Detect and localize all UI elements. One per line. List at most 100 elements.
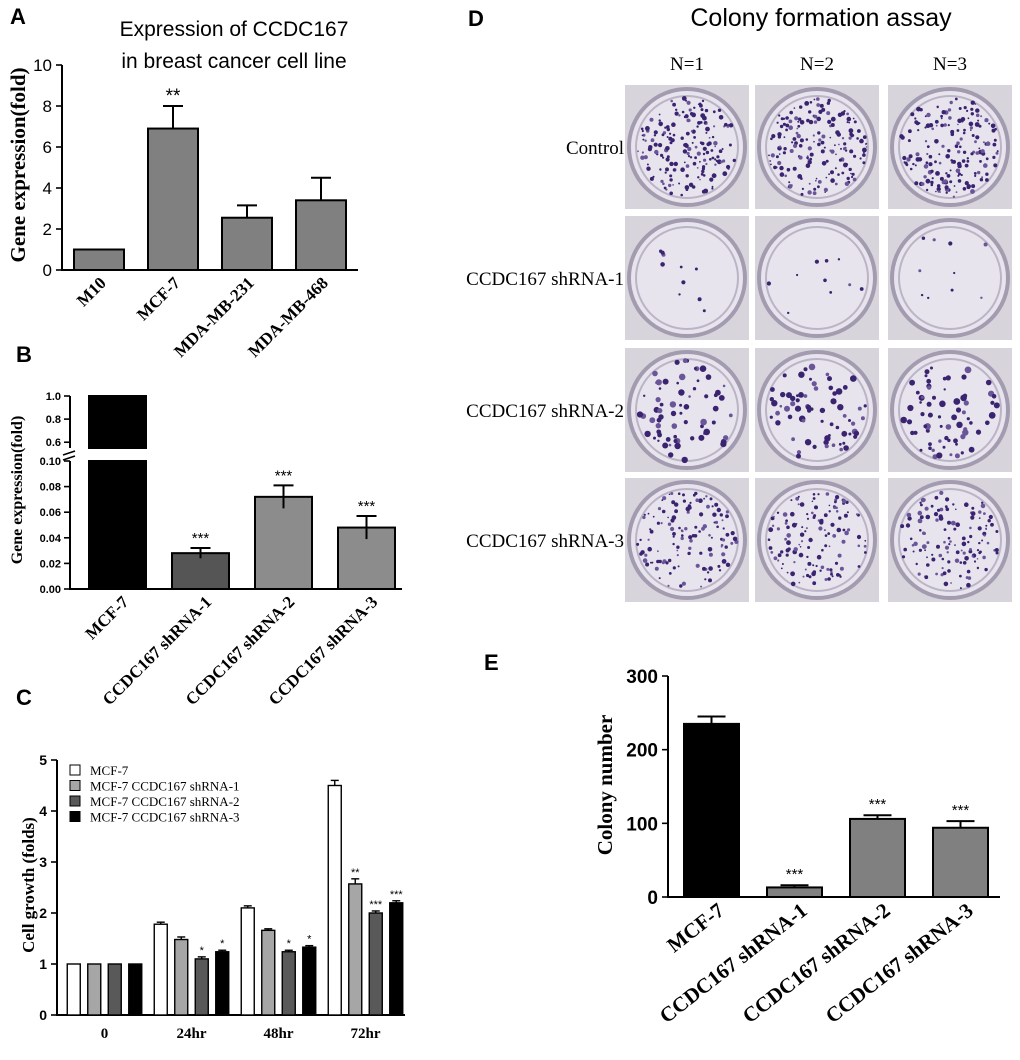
colony-title: Colony formation assay (690, 4, 952, 32)
colony-dot (967, 576, 972, 580)
colony-dot (919, 529, 922, 532)
colony-dot (944, 185, 949, 190)
colony-dot (926, 556, 928, 559)
chart-a-bar (147, 127, 199, 271)
colony-dot (686, 118, 691, 123)
colony-dot (793, 561, 796, 564)
colony-dot (685, 188, 689, 192)
colony-dot (917, 129, 920, 132)
colony-dot (786, 540, 791, 546)
colony-dot (642, 133, 646, 137)
colony-dot (722, 159, 726, 163)
colony-dot (827, 376, 832, 382)
colony-dot (947, 536, 951, 540)
colony-dot (809, 157, 813, 161)
colony-dot (852, 117, 855, 120)
colony-dot (846, 511, 849, 514)
colony-dot (963, 106, 967, 110)
colony-dot (932, 238, 936, 242)
colony-row-label: CCDC167 shRNA-2 (466, 401, 624, 422)
colony-dot (816, 103, 821, 107)
colony-dot (786, 571, 789, 574)
colony-dot (797, 124, 801, 128)
colony-dot (917, 510, 923, 516)
colony-dot (830, 170, 834, 175)
colony-dot (685, 131, 690, 136)
colony-dot (643, 513, 646, 516)
colony-row-label: CCDC167 shRNA-1 (466, 269, 624, 290)
colony-dot (836, 573, 840, 577)
colony-dot (696, 125, 699, 128)
chart-a-x-tick-label: M10 (73, 273, 110, 310)
colony-dot (849, 149, 854, 154)
colony-dot (711, 173, 717, 179)
colony-dot (674, 442, 681, 450)
colony-dot (697, 121, 701, 125)
colony-dot (924, 126, 927, 129)
colony-dot (795, 131, 799, 135)
chart-a: Expression of CCDC167 in breast cancer c… (6, 18, 358, 361)
colony-dot (672, 184, 674, 186)
colony-dot (713, 521, 716, 524)
colony-dot (848, 432, 852, 436)
chart-e: Colony number 0 100 200 300 MCF-7 *** CCDC167 … (593, 667, 1000, 1028)
colony-dot (953, 271, 956, 275)
colony-dot (652, 370, 658, 377)
chart-c-y-axis-label: Cell growth (folds) (19, 817, 38, 953)
colony-dot (669, 401, 677, 408)
colony-dot (801, 418, 806, 423)
colony-dot (656, 559, 660, 564)
colony-dot (835, 510, 839, 513)
colony-dot (681, 96, 687, 101)
colony-dot (690, 436, 695, 441)
colony-dot (838, 158, 843, 162)
colony-dot (837, 258, 841, 261)
colony-dot (952, 503, 955, 506)
chart-c-legend-label: MCF-7 (90, 763, 129, 778)
colony-dot (658, 121, 663, 127)
colony-dot (934, 160, 937, 164)
chart-b-significance: *** (192, 530, 210, 547)
colony-dot (715, 159, 719, 163)
colony-dot (694, 156, 697, 160)
chart-e-y-tick-label: 300 (626, 667, 658, 688)
colony-dot (950, 159, 953, 162)
colony-dot (915, 562, 918, 566)
colony-dot (790, 499, 793, 502)
colony-dot (959, 137, 963, 141)
chart-c-x-tick-label: 0 (101, 1026, 109, 1042)
colony-dot (927, 385, 932, 390)
colony-dot (769, 415, 773, 419)
colony-dot (672, 566, 676, 570)
colony-dot (926, 541, 930, 545)
colony-dot (960, 451, 964, 455)
colony-dot (699, 178, 701, 181)
colony-dot (816, 554, 822, 560)
colony-dot (767, 538, 771, 541)
colony-dot (677, 492, 681, 496)
colony-dot (807, 160, 812, 165)
colony-dot (807, 146, 812, 151)
colony-dot (983, 163, 988, 168)
colony-dot (830, 522, 835, 527)
colony-dot (937, 190, 941, 193)
colony-dot (670, 526, 675, 532)
colony-dot (931, 177, 934, 180)
colony-dot (705, 374, 712, 380)
colony-dot (675, 108, 678, 112)
colony-dot (646, 166, 651, 171)
colony-dot (908, 129, 912, 134)
chart-a-significance: ** (166, 86, 181, 107)
colony-dot (950, 582, 952, 584)
colony-dot (720, 441, 727, 448)
colony-dot (674, 359, 680, 365)
petri-dish (757, 480, 877, 600)
chart-c-bar (389, 902, 404, 1016)
colony-dot (853, 154, 857, 158)
colony-dot (725, 532, 730, 537)
colony-dot (944, 505, 948, 508)
colony-dot (721, 519, 724, 522)
colony-dot (644, 430, 651, 438)
colony-dot (857, 544, 861, 548)
chart-a-y-tick-label: 8 (43, 97, 52, 116)
